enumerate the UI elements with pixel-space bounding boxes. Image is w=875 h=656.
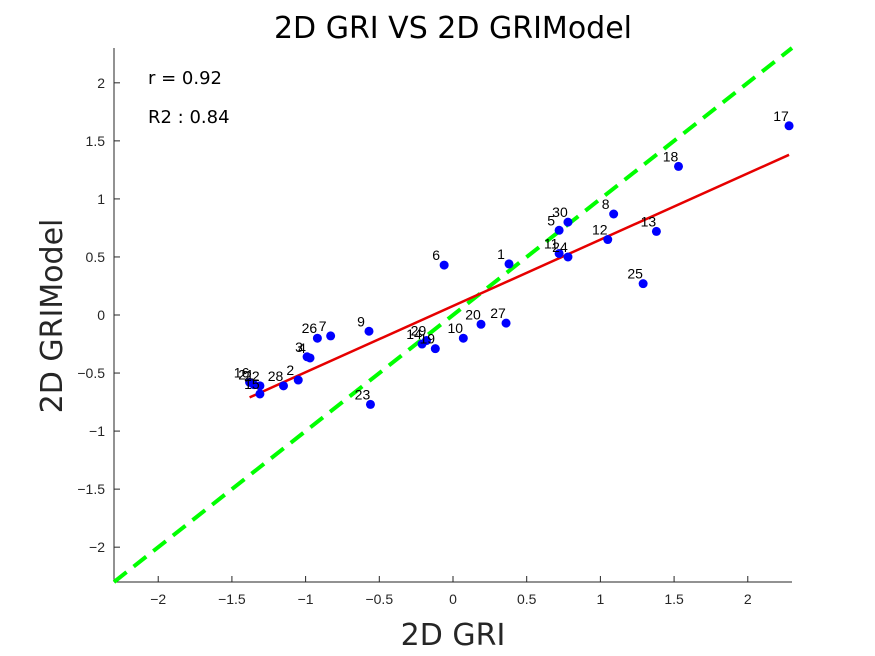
data-point xyxy=(255,381,265,391)
x-tick-label: −1 xyxy=(298,591,314,607)
point-label: 1 xyxy=(497,246,505,262)
lines xyxy=(112,46,794,584)
data-point xyxy=(638,279,648,289)
point-label: 22 xyxy=(244,368,260,384)
point-label: 3 xyxy=(295,339,303,355)
point-label: 9 xyxy=(357,313,365,329)
data-point xyxy=(554,248,564,258)
point-label: 17 xyxy=(773,108,789,124)
point-label: 12 xyxy=(592,222,608,238)
chart-title: 2D GRI VS 2D GRIModel xyxy=(274,11,632,46)
data-point xyxy=(439,260,449,270)
data-point xyxy=(784,121,794,131)
point-label: 15 xyxy=(244,376,260,392)
data-point xyxy=(293,375,303,385)
x-ticks: −2 −1.5 −1 −0.5 0 0.5 1 1.5 2 xyxy=(150,576,752,607)
point-label: 2 xyxy=(286,362,294,378)
point-label: 6 xyxy=(432,247,440,263)
y-ticks: −2 −1.5 −1 −0.5 0 0.5 1 1.5 2 xyxy=(77,75,120,555)
point-label: 20 xyxy=(465,306,481,322)
data-point xyxy=(603,235,613,245)
point-label: 25 xyxy=(627,266,643,282)
data-point xyxy=(563,217,573,227)
point-label: 30 xyxy=(552,204,568,220)
y-tick-label: −1.5 xyxy=(77,481,105,497)
r-annotation: r = 0.92 xyxy=(148,68,222,89)
y-tick-label: 1.5 xyxy=(86,133,106,149)
data-point xyxy=(255,389,265,399)
data-point xyxy=(458,333,468,343)
data-point xyxy=(312,333,322,343)
y-axis-label: 2D GRIModel xyxy=(35,219,70,414)
point-label: 24 xyxy=(552,239,568,255)
y-tick-label: −1 xyxy=(89,423,105,439)
data-point xyxy=(430,344,440,354)
data-point xyxy=(501,318,511,328)
y-tick-label: −2 xyxy=(89,539,105,555)
point-label: 27 xyxy=(490,305,506,321)
point-label: 28 xyxy=(268,368,284,384)
data-point xyxy=(364,326,374,336)
point-label: 19 xyxy=(420,331,436,347)
plot-area: −2 −1.5 −1 −0.5 0 0.5 1 1.5 2 −2−1.5−1−0.500.511… xyxy=(77,46,794,607)
point-label: 7 xyxy=(319,318,327,334)
data-point xyxy=(651,226,661,236)
x-tick-label: 1 xyxy=(596,591,604,607)
x-tick-label: 2 xyxy=(744,591,752,607)
x-tick-label: −1.5 xyxy=(218,591,246,607)
point-label: 10 xyxy=(448,320,464,336)
x-tick-label: 0.5 xyxy=(517,591,537,607)
x-tick-label: −2 xyxy=(150,591,166,607)
data-point xyxy=(476,319,486,329)
y-tick-label: 0 xyxy=(97,307,105,323)
point-label: 11 xyxy=(544,235,559,251)
identity-line xyxy=(112,46,794,584)
point-label: 21 xyxy=(238,367,254,383)
data-point xyxy=(554,225,564,235)
data-points xyxy=(245,121,794,409)
point-label: 4 xyxy=(298,340,306,356)
y-tick-label: 0.5 xyxy=(86,249,106,265)
r2-annotation: R2 : 0.84 xyxy=(148,107,230,128)
data-point xyxy=(421,336,431,346)
point-label: 14 xyxy=(406,326,422,342)
x-axis-label: 2D GRI xyxy=(401,618,506,653)
data-point xyxy=(674,161,684,171)
y-tick-label: 2 xyxy=(97,75,105,91)
point-label: 29 xyxy=(411,323,427,339)
data-point xyxy=(326,331,336,341)
y-tick-label: −0.5 xyxy=(77,365,105,381)
data-point xyxy=(609,209,619,219)
x-tick-label: −0.5 xyxy=(365,591,393,607)
data-point xyxy=(563,252,573,262)
data-point xyxy=(365,399,375,409)
point-label: 26 xyxy=(302,320,318,336)
data-point xyxy=(279,381,288,391)
point-label: 23 xyxy=(355,386,371,402)
data-point xyxy=(504,259,514,269)
point-label: 18 xyxy=(663,148,679,164)
x-tick-label: 0 xyxy=(449,591,457,607)
point-label: 8 xyxy=(602,196,610,212)
point-label: 5 xyxy=(547,212,555,228)
point-label: 16 xyxy=(234,364,250,380)
point-label: 13 xyxy=(641,213,657,229)
regression-line xyxy=(249,153,790,399)
data-point xyxy=(305,353,315,363)
y-tick-label: 1 xyxy=(97,191,105,207)
x-tick-label: 1.5 xyxy=(664,591,684,607)
